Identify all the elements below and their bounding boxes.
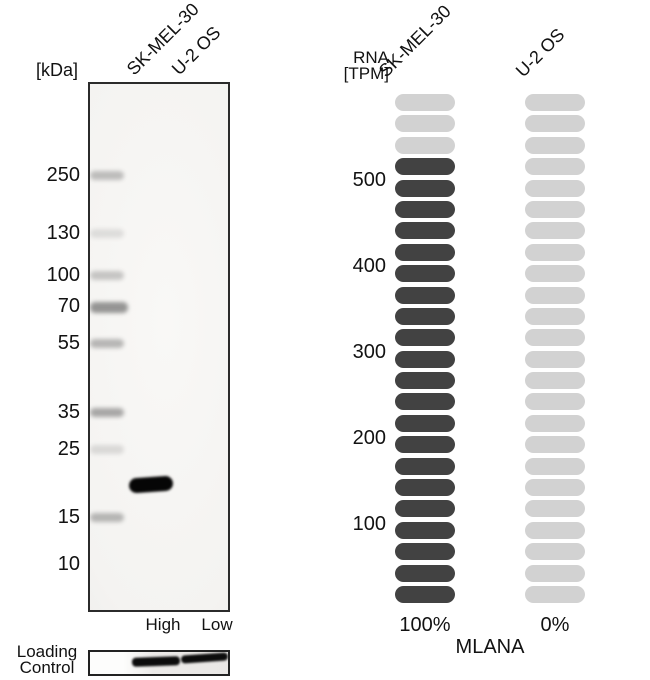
rna-segment-SK-MEL-30-6	[395, 200, 455, 218]
rna-segment-U-2 OS-21	[525, 521, 585, 539]
wb-marker-band-35	[90, 408, 124, 417]
rna-segment-SK-MEL-30-17	[395, 436, 455, 454]
rna-column-0	[395, 94, 455, 607]
rna-segment-SK-MEL-30-1	[395, 94, 455, 111]
rna-segment-SK-MEL-30-2	[395, 115, 455, 133]
rna-segment-SK-MEL-30-19	[395, 479, 455, 497]
rna-segment-SK-MEL-30-14	[395, 372, 455, 390]
rna-segment-SK-MEL-30-11	[395, 307, 455, 325]
rna-column-label-u-2-os: U-2 OS	[511, 24, 569, 81]
gene-name-label: MLANA	[455, 636, 525, 658]
wb-marker-label-10: 10	[57, 553, 80, 575]
rna-tick-400: 400	[352, 255, 386, 277]
rna-segment-U-2 OS-13	[525, 350, 585, 368]
wb-marker-band-15	[90, 513, 124, 522]
rna-segment-SK-MEL-30-10	[395, 286, 455, 304]
rna-segment-SK-MEL-30-20	[395, 500, 455, 518]
rna-segment-U-2 OS-18	[525, 457, 585, 475]
rna-segment-U-2 OS-14	[525, 372, 585, 390]
wb-expression-high-label: High	[145, 615, 181, 634]
rna-segment-U-2 OS-17	[525, 436, 585, 454]
rna-segment-U-2 OS-4	[525, 158, 585, 176]
rna-segment-SK-MEL-30-15	[395, 393, 455, 411]
rna-segment-U-2 OS-11	[525, 307, 585, 325]
wb-detected-band	[128, 475, 174, 494]
rna-segment-U-2 OS-16	[525, 414, 585, 432]
rna-segment-SK-MEL-30-9	[395, 265, 455, 283]
rna-tick-100: 100	[352, 513, 386, 535]
loading-control-band-1	[131, 656, 181, 667]
loading-control-band-2	[180, 652, 228, 664]
rna-percent-label-u-2-os: 0%	[540, 614, 570, 636]
loading-control-blot	[88, 650, 230, 676]
wb-marker-band-130	[90, 229, 124, 238]
wb-marker-band-100	[90, 271, 124, 280]
rna-segment-U-2 OS-6	[525, 200, 585, 218]
loading-control-label-line1: Loading	[16, 642, 78, 661]
rna-segment-SK-MEL-30-22	[395, 543, 455, 561]
rna-tick-300: 300	[352, 341, 386, 363]
wb-marker-band-55	[90, 339, 124, 348]
rna-segment-SK-MEL-30-12	[395, 329, 455, 347]
wb-marker-label-55: 55	[57, 332, 80, 354]
rna-segment-SK-MEL-30-18	[395, 457, 455, 475]
rna-segment-U-2 OS-20	[525, 500, 585, 518]
wb-marker-label-15: 15	[57, 506, 80, 528]
rna-tick-500: 500	[352, 169, 386, 191]
rna-segment-SK-MEL-30-4	[395, 158, 455, 176]
wb-marker-label-25: 25	[57, 438, 80, 460]
rna-axis-title-line2: [TPM]	[343, 64, 389, 83]
rna-segment-U-2 OS-15	[525, 393, 585, 411]
wb-marker-label-100: 100	[46, 264, 80, 286]
rna-segment-SK-MEL-30-5	[395, 179, 455, 197]
rna-segment-U-2 OS-19	[525, 479, 585, 497]
rna-segment-U-2 OS-9	[525, 265, 585, 283]
wb-marker-band-70	[90, 302, 128, 313]
rna-segment-U-2 OS-8	[525, 243, 585, 261]
wb-marker-label-130: 130	[46, 222, 80, 244]
loading-control-label-line2: Control	[19, 657, 75, 677]
rna-segment-SK-MEL-30-24	[395, 585, 455, 603]
wb-marker-label-250: 250	[46, 164, 80, 186]
rna-column-1	[525, 94, 585, 607]
rna-column-label-sk-mel-30: SK-MEL-30	[374, 1, 455, 81]
kda-axis-label: [kDa]	[36, 60, 79, 80]
wb-marker-label-70: 70	[57, 295, 80, 317]
wb-expression-low-label: Low	[201, 615, 233, 634]
rna-segment-U-2 OS-10	[525, 286, 585, 304]
rna-segment-SK-MEL-30-21	[395, 521, 455, 539]
rna-tick-200: 200	[352, 427, 386, 449]
rna-segment-U-2 OS-7	[525, 222, 585, 240]
rna-segment-U-2 OS-23	[525, 564, 585, 582]
wb-marker-labels: 250 130 100 70 55 35 25 15 10	[28, 0, 80, 680]
wb-marker-label-35: 35	[57, 401, 80, 423]
rna-segment-SK-MEL-30-3	[395, 136, 455, 154]
rna-segment-SK-MEL-30-8	[395, 243, 455, 261]
rna-segment-SK-MEL-30-7	[395, 222, 455, 240]
wb-marker-band-250	[90, 171, 124, 180]
rna-segment-SK-MEL-30-16	[395, 414, 455, 432]
rna-segment-SK-MEL-30-23	[395, 564, 455, 582]
wb-marker-band-25	[90, 445, 124, 454]
rna-percent-label-sk-mel-30: 100%	[399, 614, 451, 636]
rna-segment-U-2 OS-3	[525, 136, 585, 154]
rna-axis-title: RNA [TPM]	[328, 48, 389, 83]
rna-segment-U-2 OS-12	[525, 329, 585, 347]
rna-segment-U-2 OS-22	[525, 543, 585, 561]
rna-segment-U-2 OS-5	[525, 179, 585, 197]
rna-segment-SK-MEL-30-13	[395, 350, 455, 368]
rna-segment-U-2 OS-1	[525, 94, 585, 111]
rna-axis-title-line1: RNA	[353, 48, 389, 67]
loading-control-label: Loading Control	[12, 642, 82, 677]
wb-blot-image	[88, 82, 230, 612]
rna-segment-U-2 OS-2	[525, 115, 585, 133]
rna-segment-U-2 OS-24	[525, 585, 585, 603]
